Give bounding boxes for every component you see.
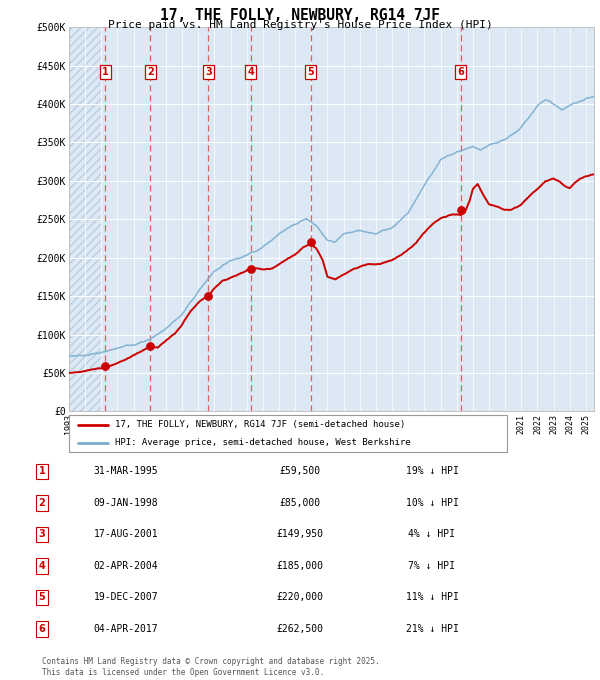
- Text: 02-APR-2004: 02-APR-2004: [94, 561, 158, 571]
- Text: 4: 4: [38, 561, 46, 571]
- Text: 19% ↓ HPI: 19% ↓ HPI: [406, 466, 458, 477]
- Text: 5: 5: [307, 67, 314, 77]
- Text: 04-APR-2017: 04-APR-2017: [94, 624, 158, 634]
- Point: [101, 360, 110, 371]
- Text: 11% ↓ HPI: 11% ↓ HPI: [406, 592, 458, 602]
- Text: 19-DEC-2007: 19-DEC-2007: [94, 592, 158, 602]
- Text: 4% ↓ HPI: 4% ↓ HPI: [409, 529, 455, 539]
- Text: 3: 3: [205, 67, 212, 77]
- Polygon shape: [69, 27, 101, 411]
- Text: 10% ↓ HPI: 10% ↓ HPI: [406, 498, 458, 508]
- Point: [456, 204, 466, 215]
- FancyBboxPatch shape: [69, 415, 507, 452]
- Text: 17-AUG-2001: 17-AUG-2001: [94, 529, 158, 539]
- Text: 17, THE FOLLY, NEWBURY, RG14 7JF: 17, THE FOLLY, NEWBURY, RG14 7JF: [160, 8, 440, 23]
- Text: £59,500: £59,500: [280, 466, 320, 477]
- Text: Contains HM Land Registry data © Crown copyright and database right 2025.
This d: Contains HM Land Registry data © Crown c…: [42, 657, 380, 677]
- Point: [145, 341, 155, 352]
- Text: 1: 1: [102, 67, 109, 77]
- Text: 3: 3: [38, 529, 46, 539]
- Text: 7% ↓ HPI: 7% ↓ HPI: [409, 561, 455, 571]
- Text: £149,950: £149,950: [277, 529, 323, 539]
- Text: 6: 6: [38, 624, 46, 634]
- Text: 17, THE FOLLY, NEWBURY, RG14 7JF (semi-detached house): 17, THE FOLLY, NEWBURY, RG14 7JF (semi-d…: [115, 420, 405, 429]
- Text: 21% ↓ HPI: 21% ↓ HPI: [406, 624, 458, 634]
- Text: £262,500: £262,500: [277, 624, 323, 634]
- Text: 5: 5: [38, 592, 46, 602]
- Text: 6: 6: [458, 67, 464, 77]
- Text: HPI: Average price, semi-detached house, West Berkshire: HPI: Average price, semi-detached house,…: [115, 439, 410, 447]
- Point: [246, 264, 256, 275]
- Text: 1: 1: [38, 466, 46, 477]
- Text: Price paid vs. HM Land Registry's House Price Index (HPI): Price paid vs. HM Land Registry's House …: [107, 20, 493, 31]
- Text: £185,000: £185,000: [277, 561, 323, 571]
- Text: 4: 4: [247, 67, 254, 77]
- Point: [306, 237, 316, 248]
- Text: £220,000: £220,000: [277, 592, 323, 602]
- Text: 09-JAN-1998: 09-JAN-1998: [94, 498, 158, 508]
- Text: 2: 2: [147, 67, 154, 77]
- Text: 2: 2: [38, 498, 46, 508]
- Text: 31-MAR-1995: 31-MAR-1995: [94, 466, 158, 477]
- Text: £85,000: £85,000: [280, 498, 320, 508]
- Point: [203, 291, 213, 302]
